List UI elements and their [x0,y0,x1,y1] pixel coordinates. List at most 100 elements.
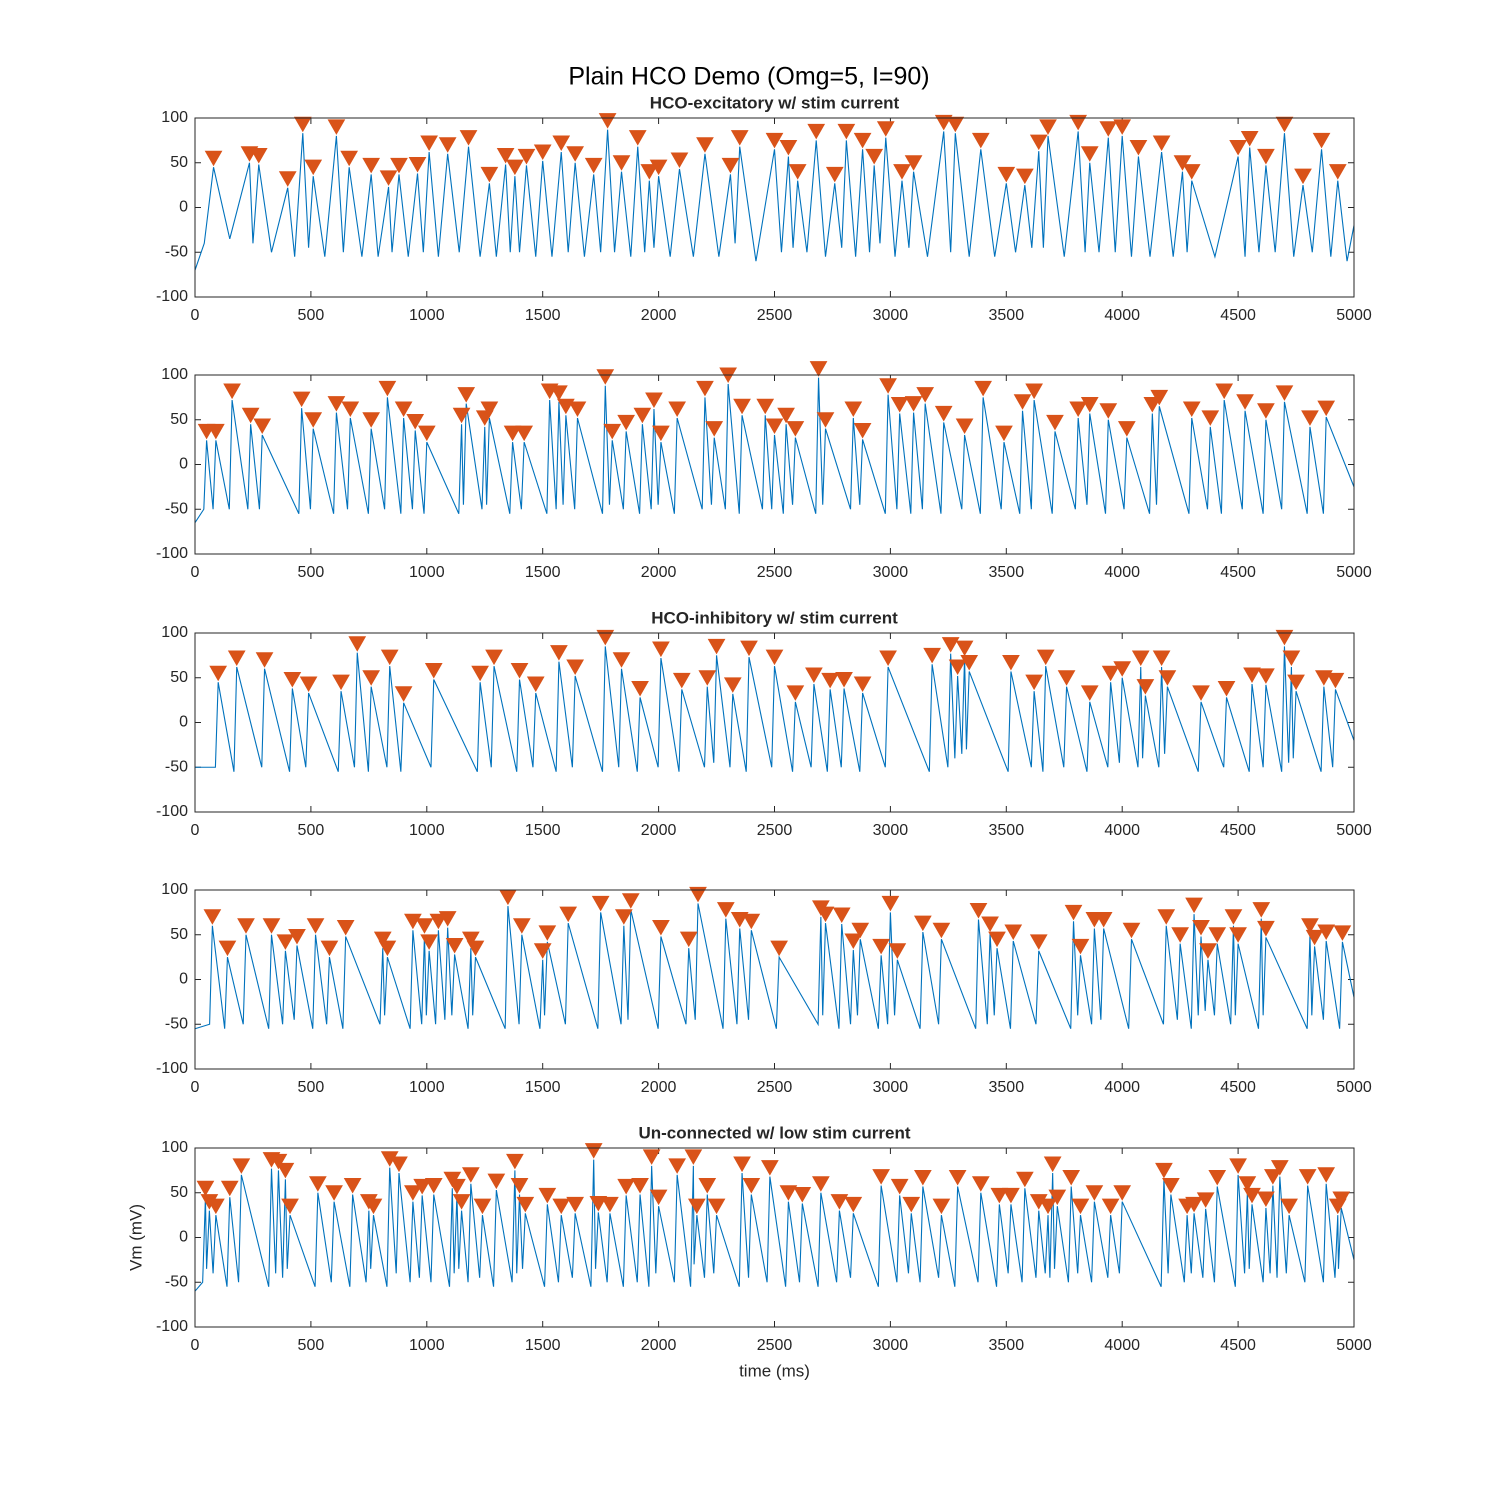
peak-marker [1229,1158,1247,1174]
peak-marker [480,166,499,183]
peak-marker [1257,668,1275,684]
peak-marker [811,1176,830,1192]
peak-marker [1236,394,1254,410]
peak-marker [742,1178,761,1194]
peak-marker [879,378,897,394]
peak-marker [777,407,795,424]
peak-marker [584,157,603,174]
x-tick-label: 2000 [641,1337,677,1354]
axes-title: HCO-inhibitory w/ stim current [651,608,898,627]
peak-marker [283,671,302,688]
peak-marker [1039,1198,1057,1215]
x-tick-label: 3000 [873,564,909,581]
peak-marker [696,380,714,397]
peak-marker [1117,421,1136,437]
x-tick-label: 4000 [1104,1079,1140,1096]
y-tick-label: -50 [165,758,188,775]
peak-marker [902,1196,921,1213]
peak-marker [1080,146,1099,162]
peak-marker [218,940,237,957]
peak-marker [596,369,615,385]
peak-marker [1182,164,1201,180]
peak-marker [1199,943,1217,959]
peak-marker [805,667,823,684]
peak-marker [1158,670,1177,686]
peak-marker [1002,1187,1020,1204]
peak-marker [209,665,228,682]
y-tick-label: 50 [170,1184,188,1201]
peak-marker [589,1195,608,1212]
peak-marker [420,934,438,950]
y-tick-label: 100 [161,109,188,126]
peak-marker [881,895,900,912]
peak-marker [1062,1169,1081,1186]
peak-marker [327,119,346,135]
peak-marker [1229,139,1247,156]
peak-marker [652,920,670,936]
peak-marker [1099,403,1118,419]
peak-marker [932,922,951,939]
peak-marker [390,157,408,174]
axes: 0 500 1000 1500 2000 2500 3000 3500 4000 4500 5000… [156,608,1372,839]
peak-marker [196,1180,215,1197]
peak-marker [865,148,884,165]
peak-marker [1224,909,1243,925]
peak-marker [786,421,805,437]
plot-area [195,375,1354,554]
peak-marker [1064,904,1083,921]
peak-marker [1275,385,1294,401]
y-tick-label: 100 [161,624,188,641]
peak-marker [765,418,784,434]
peak-marker [1136,679,1155,695]
peak-marker [584,1143,603,1159]
x-tick-label: 4500 [1220,564,1256,581]
peak-marker [1113,1185,1132,1201]
y-tick-label: -50 [165,1015,188,1032]
y-tick-label: -50 [165,1273,188,1290]
peak-marker [362,412,381,428]
peak-marker [969,903,988,919]
peak-marker [1294,168,1312,185]
axes-box [194,889,1355,1070]
x-tick-label: 4000 [1104,564,1140,581]
peak-marker [503,425,522,442]
peak-marker [362,670,381,686]
peak-marker [1029,134,1048,151]
peak-marker [220,1180,239,1197]
peak-marker [1257,920,1275,937]
peak-marker [598,113,617,129]
x-tick-label: 3500 [989,1079,1025,1096]
y-tick-label: -100 [156,1318,188,1335]
peak-marker [512,918,531,934]
peak-marker [707,638,726,655]
peak-marker [417,425,436,442]
peak-marker [1131,650,1150,667]
peak-marker [614,909,633,925]
peak-marker [913,915,932,932]
peak-marker [1099,121,1118,137]
peak-marker [517,148,536,165]
peak-marker [612,155,631,171]
peak-marker [413,1178,432,1195]
peak-marker [459,130,478,146]
peak-marker [1240,131,1259,147]
peak-marker [1282,650,1301,667]
peak-marker [308,1176,327,1192]
peak-marker [1332,1191,1351,1207]
peak-marker [424,663,443,679]
peak-marker [733,1156,751,1173]
peak-marker [320,940,339,957]
peak-marker [740,640,758,657]
peak-marker [1029,934,1048,950]
x-tick-label: 2000 [641,307,677,324]
peak-marker [1317,400,1336,417]
axes-box [194,1147,1355,1328]
y-tick-label: 50 [170,411,188,428]
peak-marker [1036,649,1055,666]
peak-marker [672,672,691,689]
peak-marker [1025,674,1043,691]
peak-marker [960,654,979,671]
peak-marker [1185,897,1203,914]
peak-marker [1243,1187,1261,1204]
peak-marker [851,922,870,939]
